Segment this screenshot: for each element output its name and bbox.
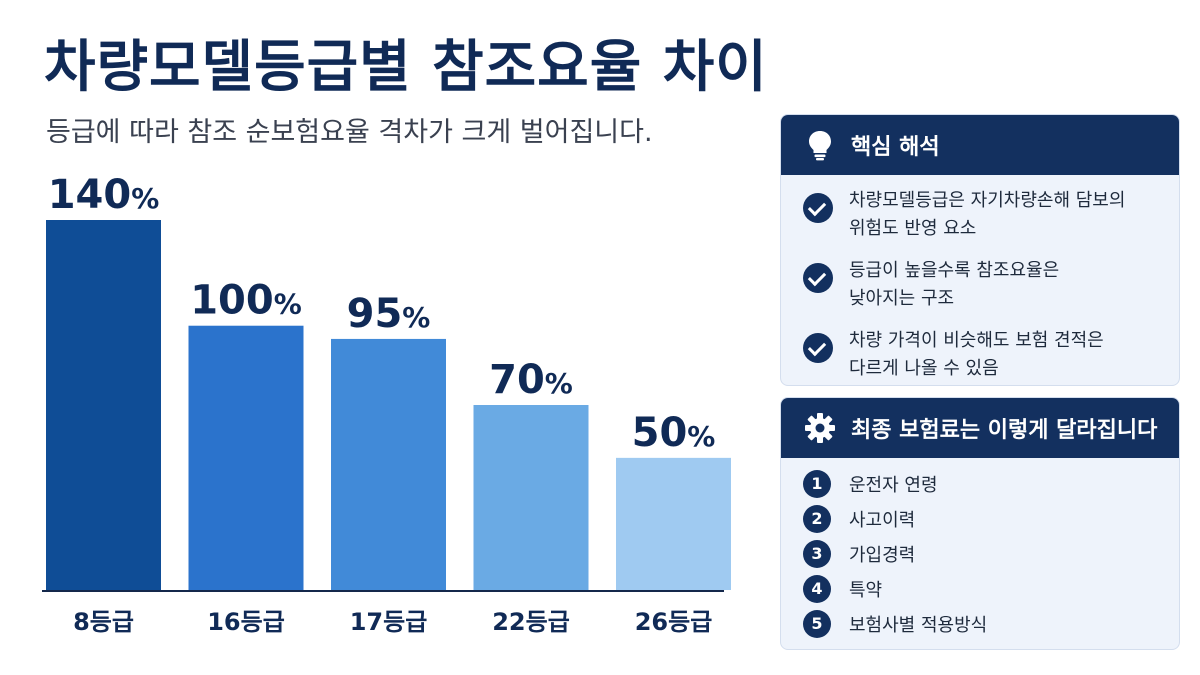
bar-value-label: 70% [489, 357, 573, 403]
bar-value-label: 95% [347, 291, 431, 337]
check-circle-icon [803, 193, 833, 223]
insight-text: 차량 가격이 비슷해도 보험 견적은 다르게 나올 수 있음 [849, 327, 1104, 383]
insights-header: 핵심 해석 [781, 115, 1179, 175]
category-label: 16등급 [207, 608, 285, 636]
page-title: 차량모델등급별 참조요율 차이 [44, 35, 768, 100]
factor-label: 가입경력 [849, 544, 916, 566]
number-badge: 5 [803, 609, 831, 638]
factors-panel: 최종 보험료는 이렇게 달라집니다 1 운전자 연령 2 사고이력 3 가입경력… [780, 397, 1180, 650]
bar-3 [331, 338, 446, 590]
insight-text: 등급이 높을수록 참조요율은 낮아지는 구조 [849, 257, 1059, 313]
bar-chart: 140% 8등급 100% 16등급 95% 17등급 70% 22등급 50% 26등급 [42, 172, 731, 636]
category-label: 8등급 [73, 608, 134, 636]
insight-line: 차량모델등급은 자기차량손해 담보의 [849, 190, 1126, 211]
insight-item: 차량 가격이 비슷해도 보험 견적은 다르게 나올 수 있음 [803, 327, 1163, 383]
number-badge: 4 [803, 574, 831, 603]
insight-text: 차량모델등급은 자기차량손해 담보의 위험도 반영 요소 [849, 187, 1125, 243]
factor-label: 사고이력 [849, 509, 916, 531]
category-label: 26등급 [635, 608, 713, 636]
number-badge: 1 [803, 469, 831, 498]
insight-line: 위험도 반영 요소 [849, 218, 977, 239]
insight-line: 다르게 나올 수 있음 [849, 358, 999, 379]
insights-panel: 핵심 해석 차량모델등급은 자기차량손해 담보의 위험도 반영 요소 등급이 높… [780, 114, 1180, 386]
insight-line: 등급이 높을수록 참조요율은 [849, 260, 1060, 281]
bar-value-label: 50% [632, 410, 716, 456]
bar-value-label: 140% [48, 172, 160, 218]
lightbulb-icon [809, 131, 831, 161]
bar-4 [473, 405, 589, 590]
factor-item: 5 보험사별 적용방식 [803, 606, 1163, 641]
insight-item: 차량모델등급은 자기차량손해 담보의 위험도 반영 요소 [803, 187, 1163, 243]
insight-line: 낮아지는 구조 [849, 288, 955, 309]
factor-list: 1 운전자 연령 2 사고이력 3 가입경력 4 특약 5 보험사별 적용방식 [781, 458, 1179, 641]
factor-label: 운전자 연령 [849, 474, 938, 496]
insights-title: 핵심 해석 [851, 135, 940, 160]
bar-5 [616, 457, 731, 590]
insight-line: 차량 가격이 비슷해도 보험 견적은 [849, 330, 1104, 351]
category-label: 22등급 [492, 608, 570, 636]
factor-item: 4 특약 [803, 571, 1163, 606]
category-label: 17등급 [350, 608, 428, 636]
factor-label: 특약 [849, 579, 883, 601]
number-badge: 3 [803, 539, 831, 568]
gear-icon [805, 413, 835, 443]
bar-1 [46, 220, 161, 590]
insight-list: 차량모델등급은 자기차량손해 담보의 위험도 반영 요소 등급이 높을수록 참조… [781, 175, 1179, 383]
factor-item: 2 사고이력 [803, 501, 1163, 536]
insight-item: 등급이 높을수록 참조요율은 낮아지는 구조 [803, 257, 1163, 313]
check-circle-icon [803, 333, 833, 363]
check-circle-icon [803, 263, 833, 293]
bar-2 [188, 325, 304, 590]
factor-label: 보험사별 적용방식 [849, 614, 988, 636]
factors-title: 최종 보험료는 이렇게 달라집니다 [851, 418, 1158, 443]
page-subtitle: 등급에 따라 참조 순보험요율 격차가 크게 벌어집니다. [46, 117, 653, 148]
number-badge: 2 [803, 504, 831, 533]
factor-item: 1 운전자 연령 [803, 466, 1163, 501]
bar-value-label: 100% [190, 278, 302, 324]
factor-item: 3 가입경력 [803, 536, 1163, 571]
factors-header: 최종 보험료는 이렇게 달라집니다 [781, 398, 1179, 458]
